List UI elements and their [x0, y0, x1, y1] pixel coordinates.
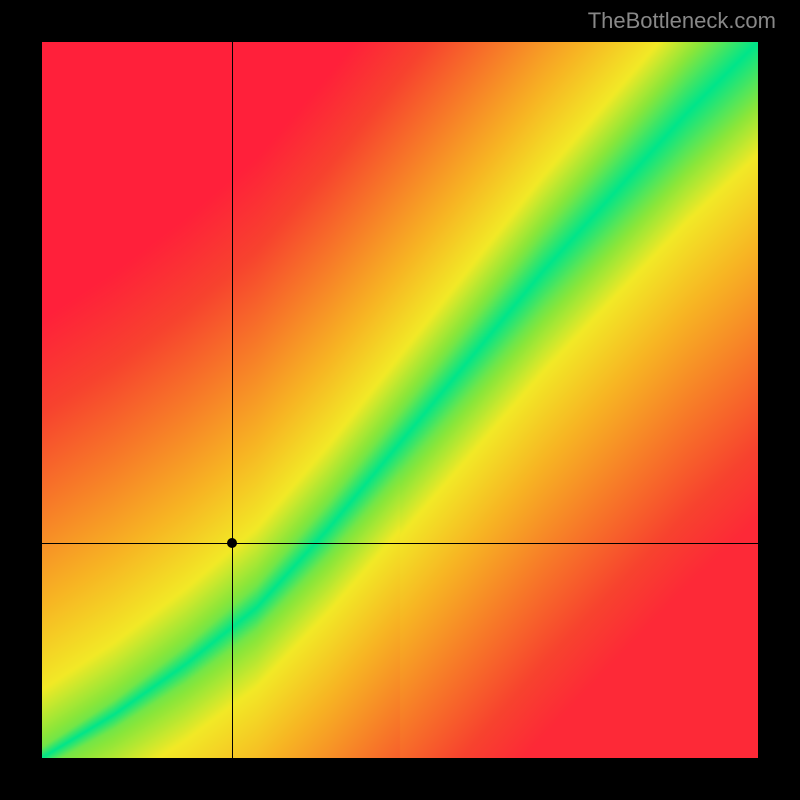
heatmap-chart: [42, 42, 758, 758]
watermark-text: TheBottleneck.com: [588, 8, 776, 34]
crosshair-horizontal-line: [42, 543, 758, 544]
crosshair-vertical-line: [232, 42, 233, 758]
heatmap-canvas: [42, 42, 758, 758]
crosshair-dot: [227, 538, 237, 548]
